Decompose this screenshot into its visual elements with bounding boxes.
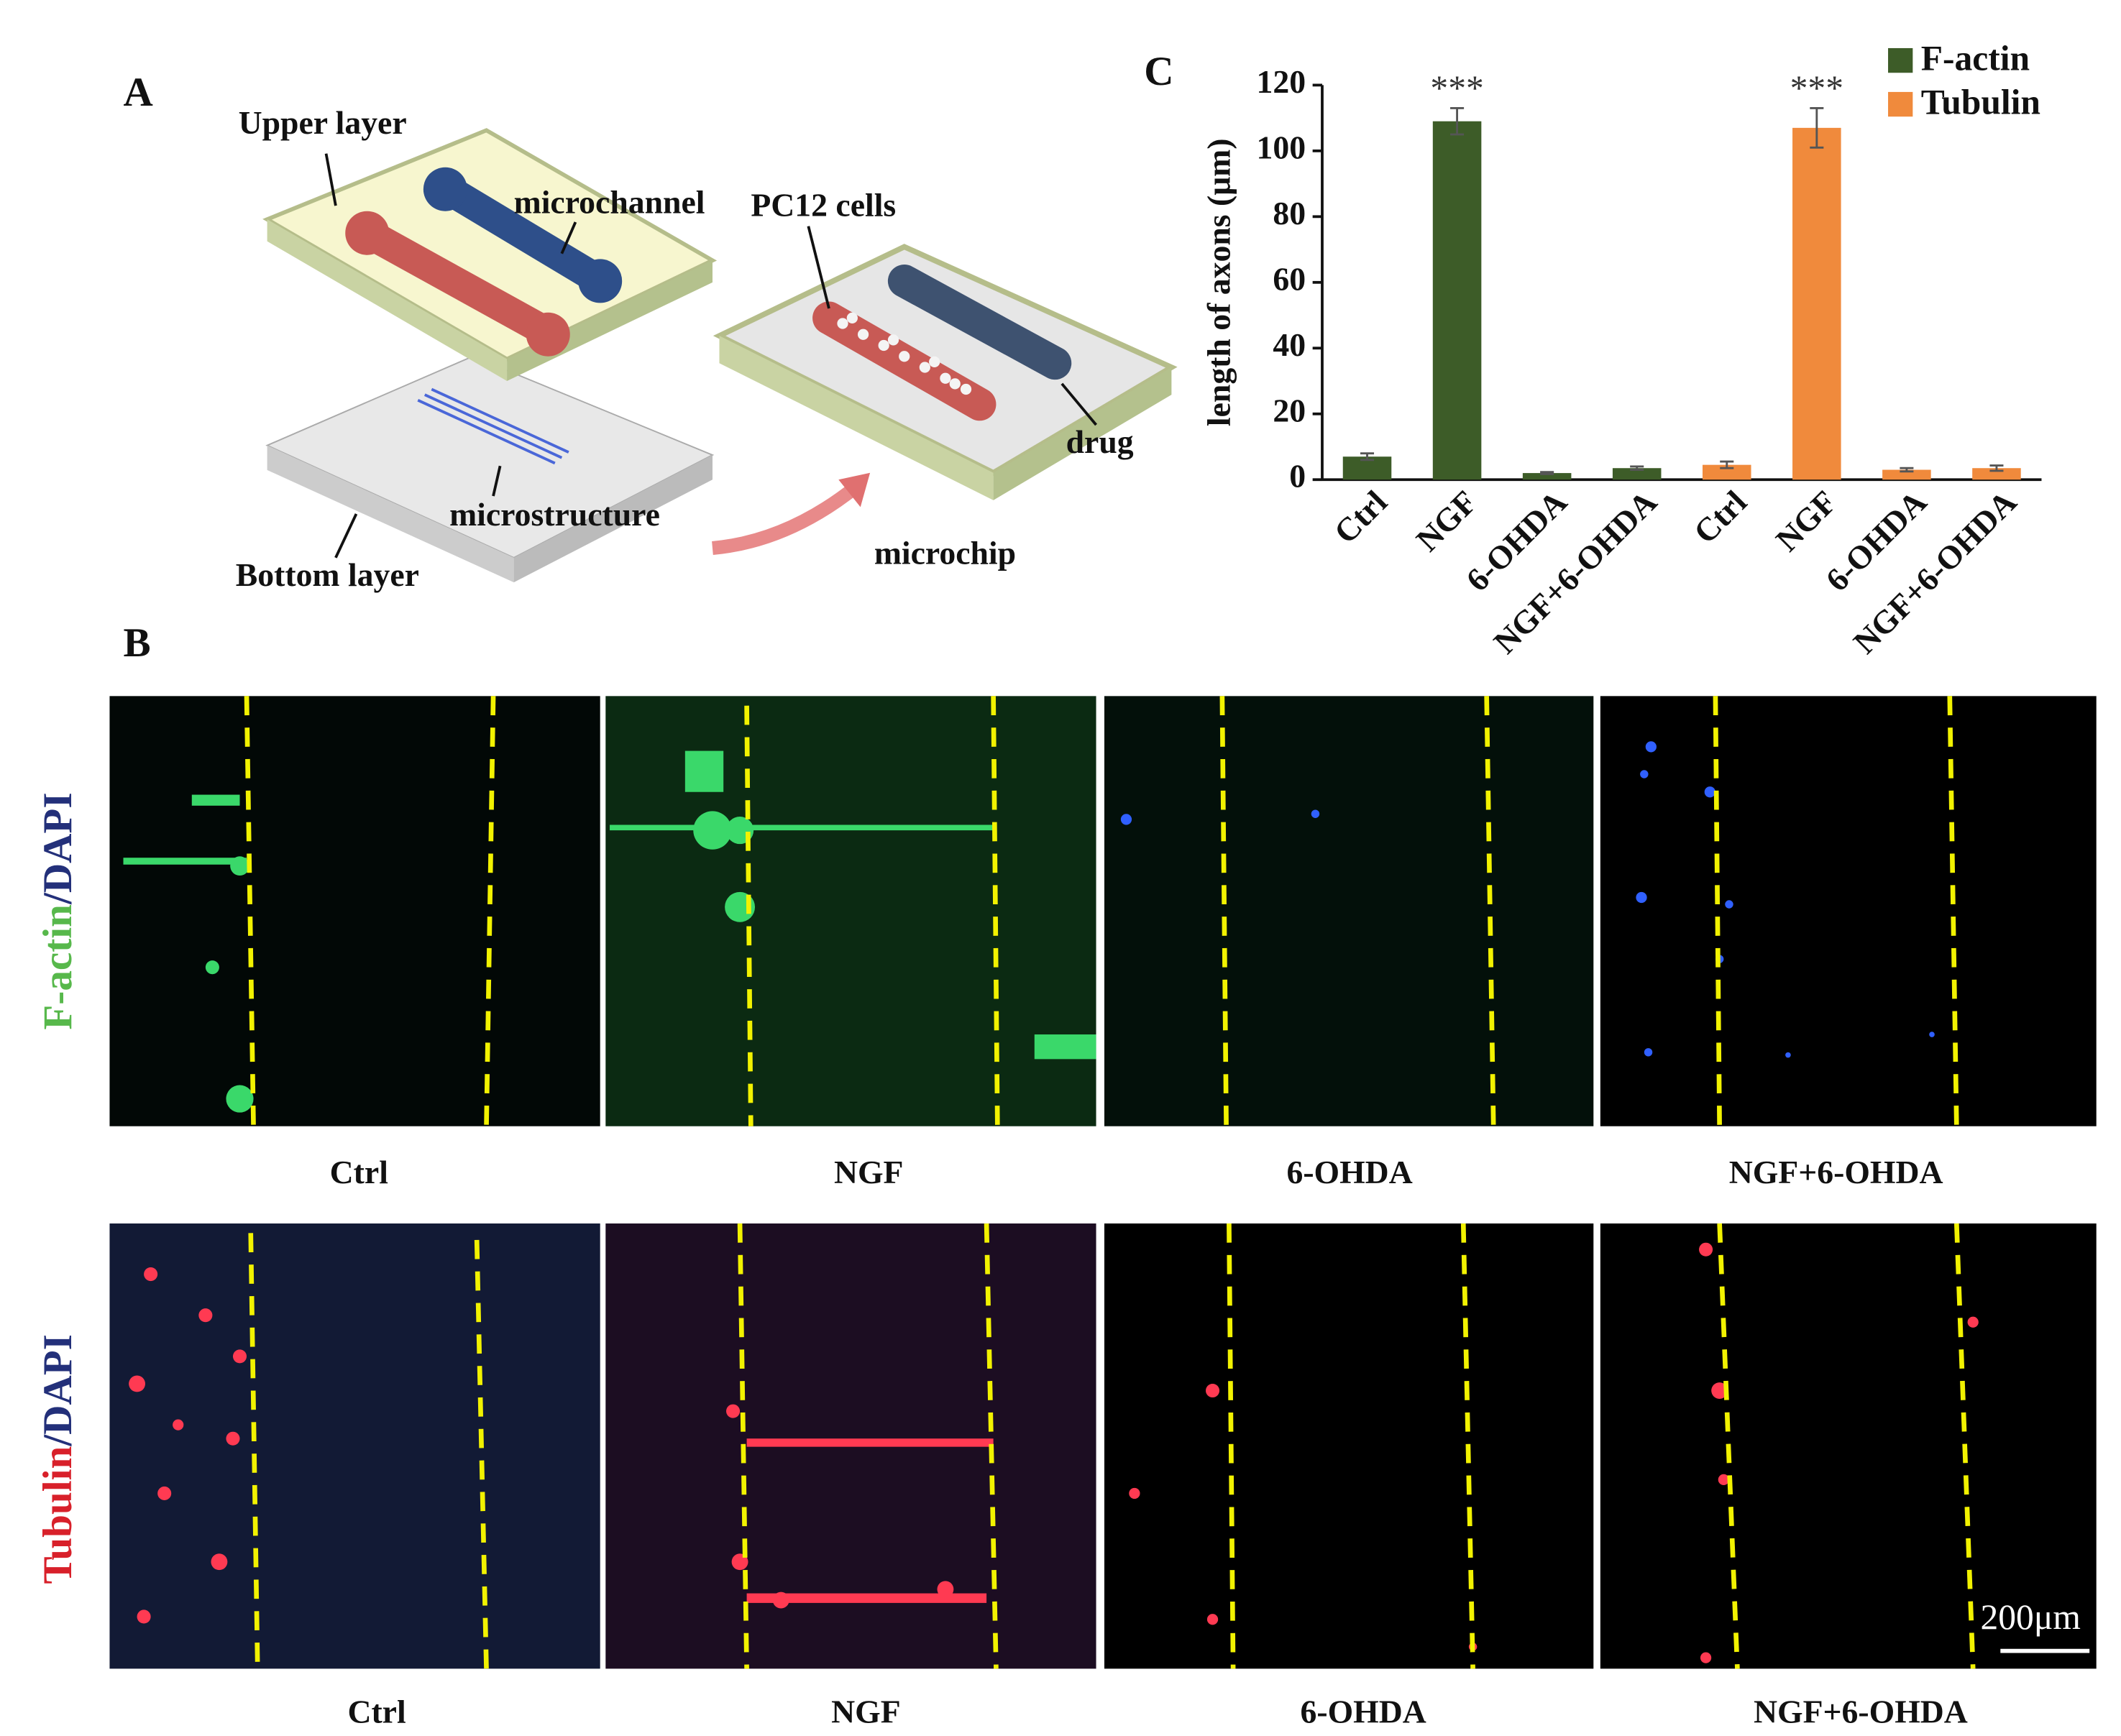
diagram-label: drug: [1066, 423, 1134, 460]
diagram: [262, 128, 1178, 583]
microstructure-shape: [417, 387, 569, 465]
micrographs: [109, 696, 2097, 1669]
legend-swatch: [1888, 91, 1913, 117]
bar: [1702, 464, 1751, 480]
condition-label: NGF+6-OHDA: [1729, 1154, 1943, 1190]
bar: [1882, 469, 1931, 480]
bar: [1432, 121, 1482, 480]
diagram-label: Upper layer: [239, 104, 407, 141]
pointer-lines: [324, 153, 1098, 559]
y-tick-label: 100: [1257, 129, 1306, 165]
row-label: Tubulin/DAPI: [35, 1334, 81, 1584]
x-tick-label: Ctrl: [1327, 483, 1394, 551]
legend-label: Tubulin: [1921, 82, 2040, 121]
nuclei: [1120, 741, 1935, 1058]
stain: F-actin: [35, 904, 81, 1030]
x-tick-label: NGF: [1409, 483, 1484, 558]
y-tick-label: 80: [1273, 195, 1306, 231]
image: [109, 1223, 600, 1669]
upper-layer-edge: [267, 219, 508, 382]
scale-bar-label: 200μm: [1981, 1597, 2081, 1637]
x-tick-label: NGF+6-OHDA: [1846, 483, 2024, 661]
y-tick-label: 0: [1289, 458, 1306, 495]
bar: [1522, 473, 1572, 480]
port: [345, 211, 390, 255]
channel-blue: [436, 177, 605, 290]
x-tick-label: NGF+6-OHDA: [1486, 483, 1664, 661]
condition-label: NGF: [834, 1154, 904, 1190]
port: [526, 312, 570, 357]
diagram-label: microchip: [874, 534, 1016, 571]
channel-blue: [887, 265, 1072, 380]
condition-label: NGF+6-OHDA: [1754, 1694, 1968, 1730]
x-tick-label: NGF: [1769, 483, 1843, 558]
arrow: [712, 481, 861, 556]
stain: Tubulin: [35, 1446, 81, 1584]
condition-label: 6-OHDA: [1286, 1154, 1412, 1190]
microchip-edge: [719, 336, 994, 500]
fluorescence: [123, 750, 1096, 1113]
microchip-edge: [993, 367, 1172, 500]
condition-label: 6-OHDA: [1301, 1694, 1426, 1730]
port: [578, 259, 623, 303]
cells: [837, 312, 972, 395]
diagram-label: Bottom layer: [236, 556, 419, 593]
channel-border: [244, 696, 1976, 1669]
image: [1104, 1223, 1594, 1669]
counterstain: /DAPI: [35, 792, 81, 905]
diagram-label: microstructure: [449, 496, 660, 533]
fluorescence: [129, 1242, 1979, 1663]
panel-label: B: [124, 620, 151, 666]
annotation: ***: [1430, 68, 1483, 108]
bar: [1972, 468, 2021, 480]
legend-swatch: [1888, 47, 1913, 73]
bottom-layer-edge: [513, 454, 713, 583]
image: [109, 696, 600, 1126]
error-bar: [1630, 465, 1644, 471]
condition-label: Ctrl: [347, 1694, 406, 1730]
error-bar: [1720, 460, 1734, 469]
error-bar: [1810, 106, 1824, 149]
error-bar: [1450, 106, 1465, 136]
image: [605, 696, 1096, 1126]
error-bar: [1360, 452, 1375, 461]
image: [1104, 696, 1594, 1126]
panel-label: A: [124, 70, 153, 115]
y-tick-label: 40: [1273, 326, 1306, 363]
annotation: ***: [1790, 68, 1843, 108]
y-tick-label: 60: [1273, 260, 1306, 297]
bottom-layer-edge: [267, 445, 514, 583]
condition-label: NGF: [831, 1694, 901, 1730]
upper-layer-shape: [262, 128, 718, 362]
y-tick-label: 120: [1257, 63, 1306, 100]
row-label: F-actin/DAPI: [35, 792, 81, 1029]
error-bar: [1540, 471, 1554, 475]
y-axis-label: length of axons (μm): [1200, 139, 1237, 427]
error-bar: [1900, 467, 1914, 473]
image: [1600, 696, 2097, 1126]
bar: [1612, 468, 1662, 480]
bar: [1792, 127, 1841, 480]
diagram-label: PC12 cells: [751, 186, 896, 223]
y-tick-label: 20: [1273, 392, 1306, 428]
port: [423, 167, 467, 211]
x-tick-label: Ctrl: [1687, 483, 1754, 551]
diagram-label: microchannel: [514, 184, 705, 221]
condition-label: Ctrl: [330, 1154, 388, 1190]
error-bar: [1989, 464, 2004, 472]
panel-label: C: [1144, 49, 1173, 94]
counterstain: /DAPI: [35, 1334, 81, 1447]
arrowhead: [838, 472, 871, 508]
image: [1600, 1223, 2097, 1669]
channel-red: [357, 221, 556, 344]
legend-label: F-actin: [1921, 38, 2030, 78]
